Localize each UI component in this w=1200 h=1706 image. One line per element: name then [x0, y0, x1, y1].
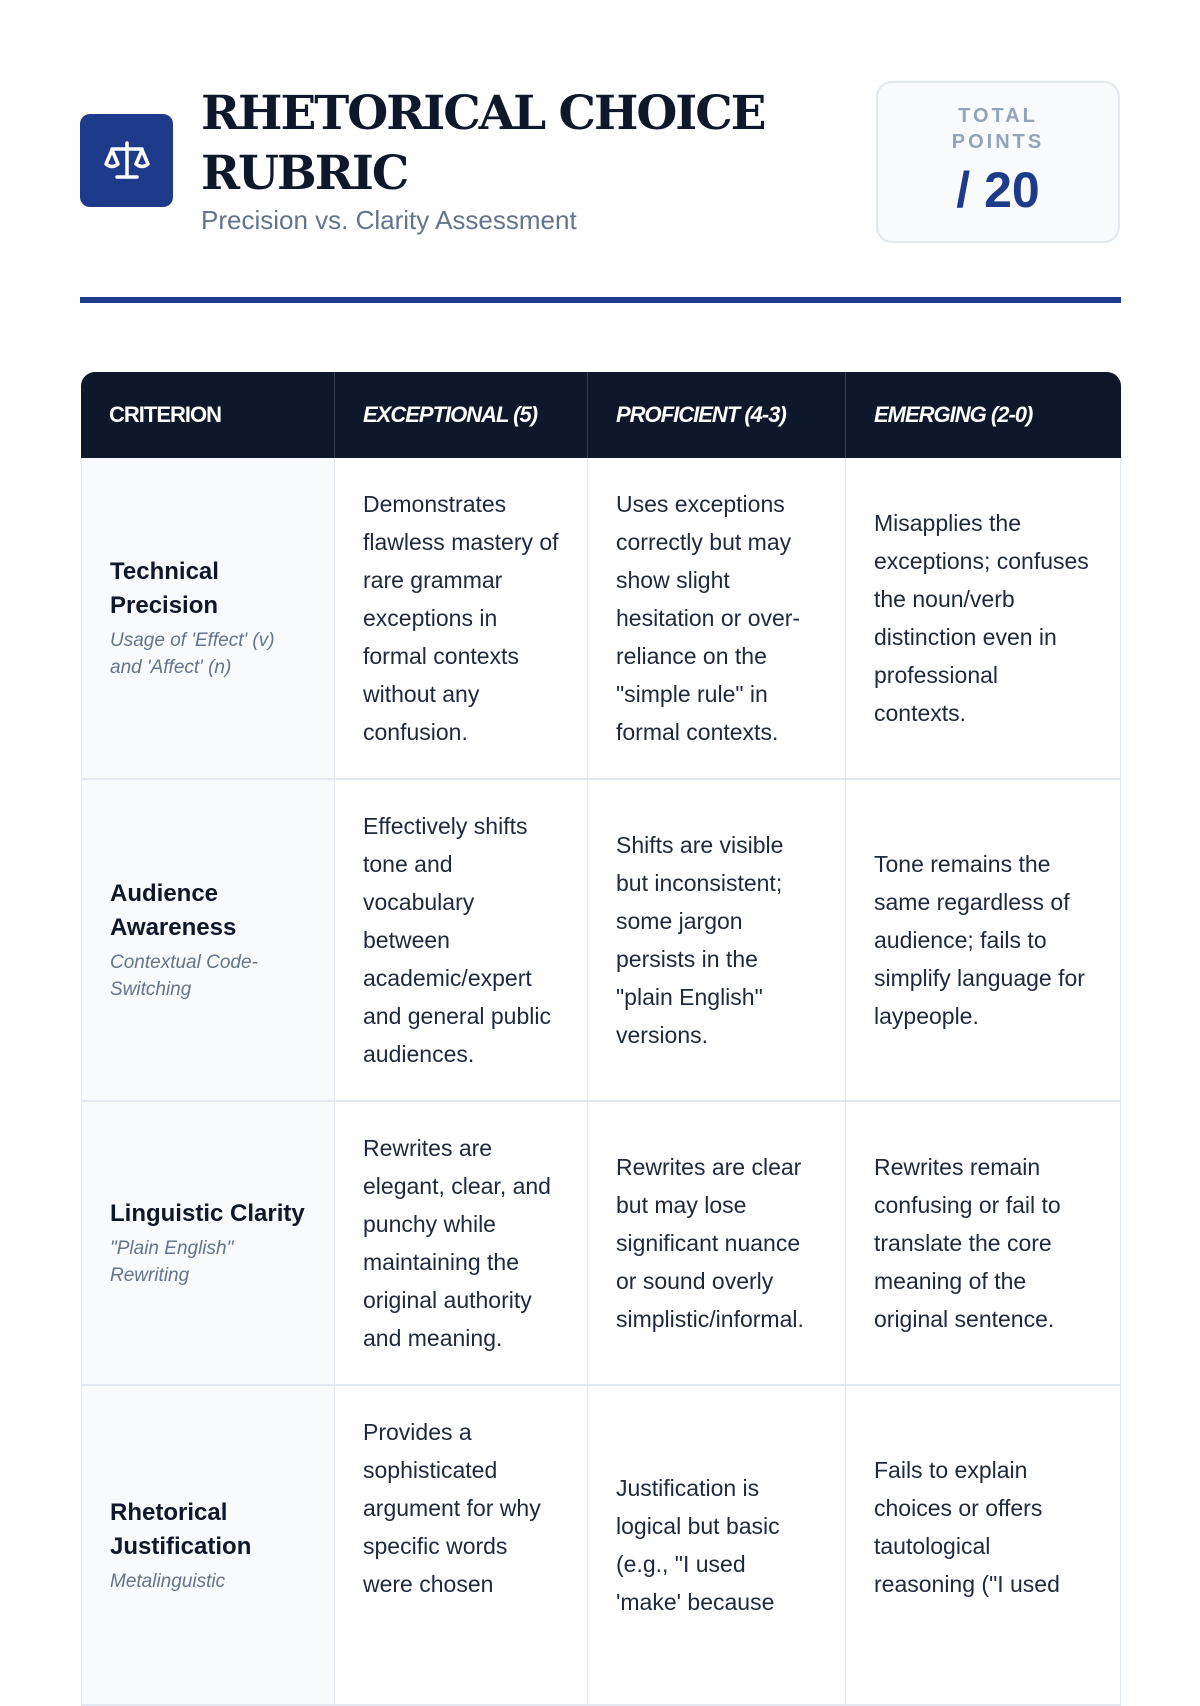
criterion-subtitle: Usage of 'Effect' (v) and 'Affect' (n)	[110, 630, 275, 678]
column-header-proficient: PROFICIENT (4-3)	[587, 372, 845, 458]
exceptional-cell: Demonstrates flawless mastery of rare gr…	[334, 458, 587, 780]
criterion-subtitle: Metalinguistic	[110, 1571, 226, 1592]
exceptional-cell: Rewrites are elegant, clear, and punchy …	[334, 1102, 587, 1386]
criterion-cell: Rhetorical Justification Metalinguistic	[81, 1386, 334, 1706]
criterion-subtitle: Contextual Code-Switching	[110, 952, 258, 1000]
emerging-cell: Fails to explain choices or offers tauto…	[845, 1386, 1121, 1706]
proficient-cell: Uses exceptions correctly but may show s…	[587, 458, 845, 780]
exceptional-cell: Effectively shifts tone and vocabulary b…	[334, 780, 587, 1102]
criterion-cell: Audience Awareness Contextual Code-Switch…	[81, 780, 334, 1102]
table-row: Rhetorical Justification Metalinguistic P…	[81, 1386, 1121, 1706]
page-title: RHETORICAL CHOICE RUBRIC	[201, 86, 767, 201]
table-row: Linguistic Clarity "Plain English" Rewrit…	[81, 1102, 1121, 1386]
column-header-exceptional: EXCEPTIONAL (5)	[334, 372, 587, 458]
exceptional-cell: Provides a sophisticated argument for wh…	[334, 1386, 587, 1706]
page-subtitle: Precision vs. Clarity Assessment	[201, 205, 577, 235]
column-header-criterion: CRITERION	[81, 372, 334, 458]
criterion-name: Audience Awareness	[110, 880, 237, 941]
rubric-table: CRITERION EXCEPTIONAL (5) PROFICIENT (4-…	[81, 372, 1121, 1706]
emerging-cell: Misapplies the exceptions; confuses the …	[845, 458, 1121, 780]
criterion-cell: Technical Precision Usage of 'Effect' (v)…	[81, 458, 334, 780]
criterion-name: Rhetorical Justification	[110, 1499, 252, 1560]
total-points-value: / 20	[956, 162, 1040, 218]
table-header-row: CRITERION EXCEPTIONAL (5) PROFICIENT (4-…	[81, 372, 1121, 458]
logo-badge	[80, 114, 173, 207]
scale-balance-icon	[103, 140, 150, 179]
criterion-subtitle: "Plain English" Rewriting	[110, 1238, 234, 1286]
column-header-emerging: EMERGING (2-0)	[845, 372, 1121, 458]
proficient-cell: Justification is logical but basic (e.g.…	[587, 1386, 845, 1706]
criterion-cell: Linguistic Clarity "Plain English" Rewrit…	[81, 1102, 334, 1386]
emerging-cell: Rewrites remain confusing or fail to tra…	[845, 1102, 1121, 1386]
total-points-card: TOTAL POINTS / 20	[876, 81, 1120, 243]
proficient-cell: Rewrites are clear but may lose signific…	[587, 1102, 845, 1386]
proficient-cell: Shifts are visible but inconsistent; som…	[587, 780, 845, 1102]
total-points-label: TOTAL POINTS	[951, 105, 1045, 153]
header-divider	[80, 297, 1121, 303]
table-row: Technical Precision Usage of 'Effect' (v)…	[81, 458, 1121, 780]
table-row: Audience Awareness Contextual Code-Switch…	[81, 780, 1121, 1102]
criterion-name: Linguistic Clarity	[110, 1200, 305, 1227]
emerging-cell: Tone remains the same regardless of audi…	[845, 780, 1121, 1102]
criterion-name: Technical Precision	[110, 558, 219, 619]
